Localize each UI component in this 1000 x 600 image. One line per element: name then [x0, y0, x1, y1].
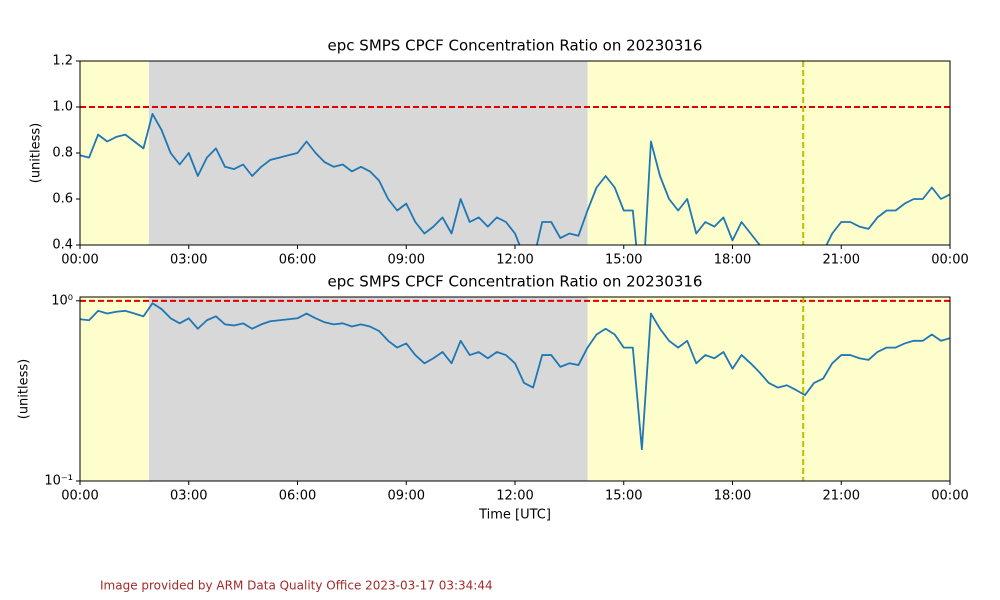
chart-title: epc SMPS CPCF Concentration Ratio on 202… — [328, 37, 703, 55]
y-tick-label: 0.4 — [52, 238, 73, 253]
x-tick-label: 00:00 — [931, 489, 968, 504]
chart-title: epc SMPS CPCF Concentration Ratio on 202… — [328, 273, 703, 291]
x-tick-label: 00:00 — [61, 253, 98, 268]
x-tick-label: 18:00 — [714, 489, 751, 504]
x-tick-label: 15:00 — [605, 253, 642, 268]
x-tick-label: 12:00 — [496, 489, 533, 504]
footer: Image provided by ARM Data Quality Offic… — [100, 579, 493, 593]
x-tick-label: 09:00 — [388, 253, 425, 268]
x-tick-label: 00:00 — [61, 489, 98, 504]
data-line — [80, 302, 950, 451]
x-tick-label: 09:00 — [388, 489, 425, 504]
x-tick-label: 15:00 — [605, 489, 642, 504]
y-axis-label: (unitless) — [17, 359, 32, 420]
x-tick-label: 06:00 — [279, 489, 316, 504]
x-tick-label: 00:00 — [931, 253, 968, 268]
y-tick-label: 0.6 — [52, 192, 73, 207]
plot-area — [80, 61, 950, 245]
x-tick-label: 03:00 — [170, 489, 207, 504]
x-tick-label: 12:00 — [496, 253, 533, 268]
shaded-region — [148, 61, 588, 245]
x-tick-label: 21:00 — [823, 253, 860, 268]
shaded-region — [80, 297, 149, 481]
y-tick-label: 0.8 — [52, 146, 73, 161]
x-tick-label: 18:00 — [714, 253, 751, 268]
data-line — [80, 113, 950, 245]
y-tick-label: 10⁻¹ — [44, 474, 73, 489]
y-tick-label: 10⁰ — [51, 293, 73, 308]
x-axis-label: Time [UTC] — [478, 508, 551, 523]
shaded-region — [587, 297, 950, 481]
shaded-region — [148, 297, 588, 481]
y-axis-label: (unitless) — [29, 123, 44, 184]
shaded-region — [587, 61, 950, 245]
y-tick-label: 1.0 — [52, 100, 73, 115]
x-tick-label: 21:00 — [823, 489, 860, 504]
x-tick-label: 06:00 — [279, 253, 316, 268]
x-tick-label: 03:00 — [170, 253, 207, 268]
plot-area — [80, 297, 950, 481]
y-tick-label: 1.2 — [52, 54, 73, 69]
